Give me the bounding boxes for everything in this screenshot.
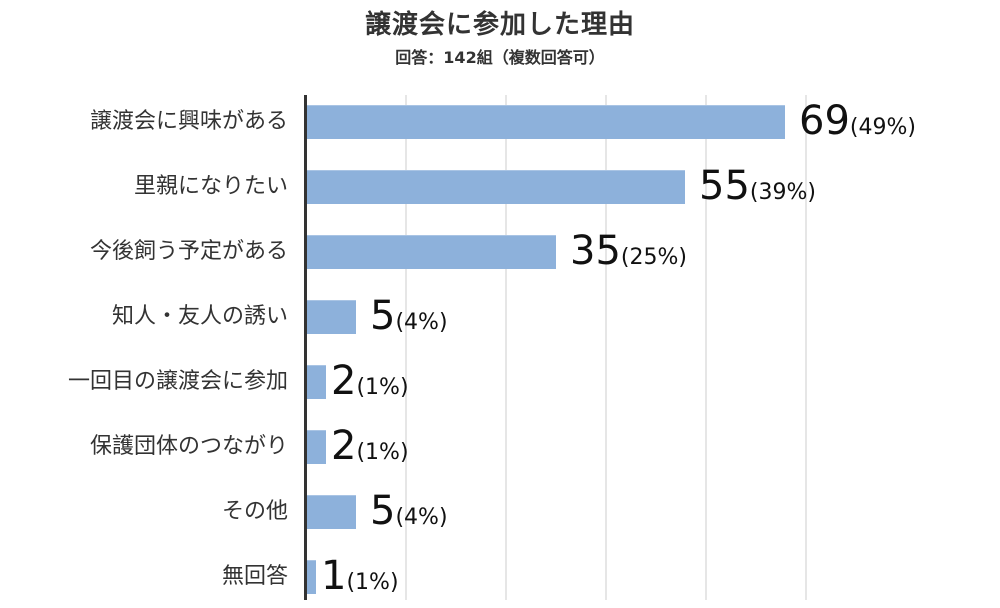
- value-percent: (25%): [620, 245, 687, 270]
- value-label: 2(1%): [331, 357, 409, 413]
- value-label: 5(4%): [370, 292, 448, 348]
- value-count: 5: [370, 293, 396, 339]
- category-label: 譲渡会に興味がある: [89, 109, 288, 134]
- value-label: 69(49%): [799, 97, 916, 153]
- bar: [307, 170, 685, 204]
- bar: [307, 365, 326, 399]
- value-label: 55(39%): [699, 162, 816, 218]
- bar-row: 保護団体のつながり 2(1%): [0, 423, 1000, 469]
- value-percent: (1%): [356, 375, 409, 400]
- value-count: 35: [570, 228, 621, 274]
- gridline: [705, 95, 707, 600]
- value-percent: (49%): [849, 115, 916, 140]
- value-percent: (4%): [395, 310, 448, 335]
- value-count: 55: [699, 163, 750, 209]
- gridline: [805, 95, 807, 600]
- value-percent: (39%): [749, 180, 816, 205]
- value-label: 2(1%): [331, 422, 409, 478]
- value-count: 2: [331, 423, 357, 469]
- chart-title: 譲渡会に参加した理由: [364, 10, 635, 40]
- category-label: 無回答: [221, 564, 288, 589]
- value-count: 1: [321, 553, 347, 599]
- category-label: 一回目の譲渡会に参加: [67, 369, 288, 394]
- bar: [307, 560, 316, 594]
- y-axis-line: [304, 95, 307, 600]
- category-label: 知人・友人の誘い: [111, 304, 288, 329]
- value-percent: (4%): [395, 505, 448, 530]
- bar-row: 無回答 1(1%): [0, 553, 1000, 599]
- gridline: [405, 95, 407, 600]
- bar: [307, 235, 556, 269]
- bar-row: 里親になりたい 55(39%): [0, 163, 1000, 209]
- value-label: 1(1%): [321, 552, 399, 608]
- bar-row: 一回目の譲渡会に参加 2(1%): [0, 358, 1000, 404]
- bar: [307, 430, 326, 464]
- bar: [307, 495, 356, 529]
- value-count: 69: [799, 98, 850, 144]
- value-percent: (1%): [356, 440, 409, 465]
- value-count: 2: [331, 358, 357, 404]
- category-label: 今後飼う予定がある: [89, 239, 288, 264]
- value-label: 5(4%): [370, 487, 448, 543]
- chart-subtitle: 回答：142組（複数回答可）: [395, 48, 605, 67]
- bar-row: 譲渡会に興味がある 69(49%): [0, 98, 1000, 144]
- category-label: その他: [221, 499, 288, 524]
- bar-row: その他 5(4%): [0, 488, 1000, 534]
- value-label: 35(25%): [570, 227, 687, 283]
- gridline: [605, 95, 607, 600]
- category-label: 保護団体のつながり: [89, 434, 288, 459]
- bar-row: 知人・友人の誘い 5(4%): [0, 293, 1000, 339]
- bar: [307, 300, 356, 334]
- category-label: 里親になりたい: [133, 174, 288, 199]
- value-count: 5: [370, 488, 396, 534]
- gridline: [505, 95, 507, 600]
- bar-row: 今後飼う予定がある 35(25%): [0, 228, 1000, 274]
- value-percent: (1%): [346, 570, 399, 595]
- bar: [307, 105, 785, 139]
